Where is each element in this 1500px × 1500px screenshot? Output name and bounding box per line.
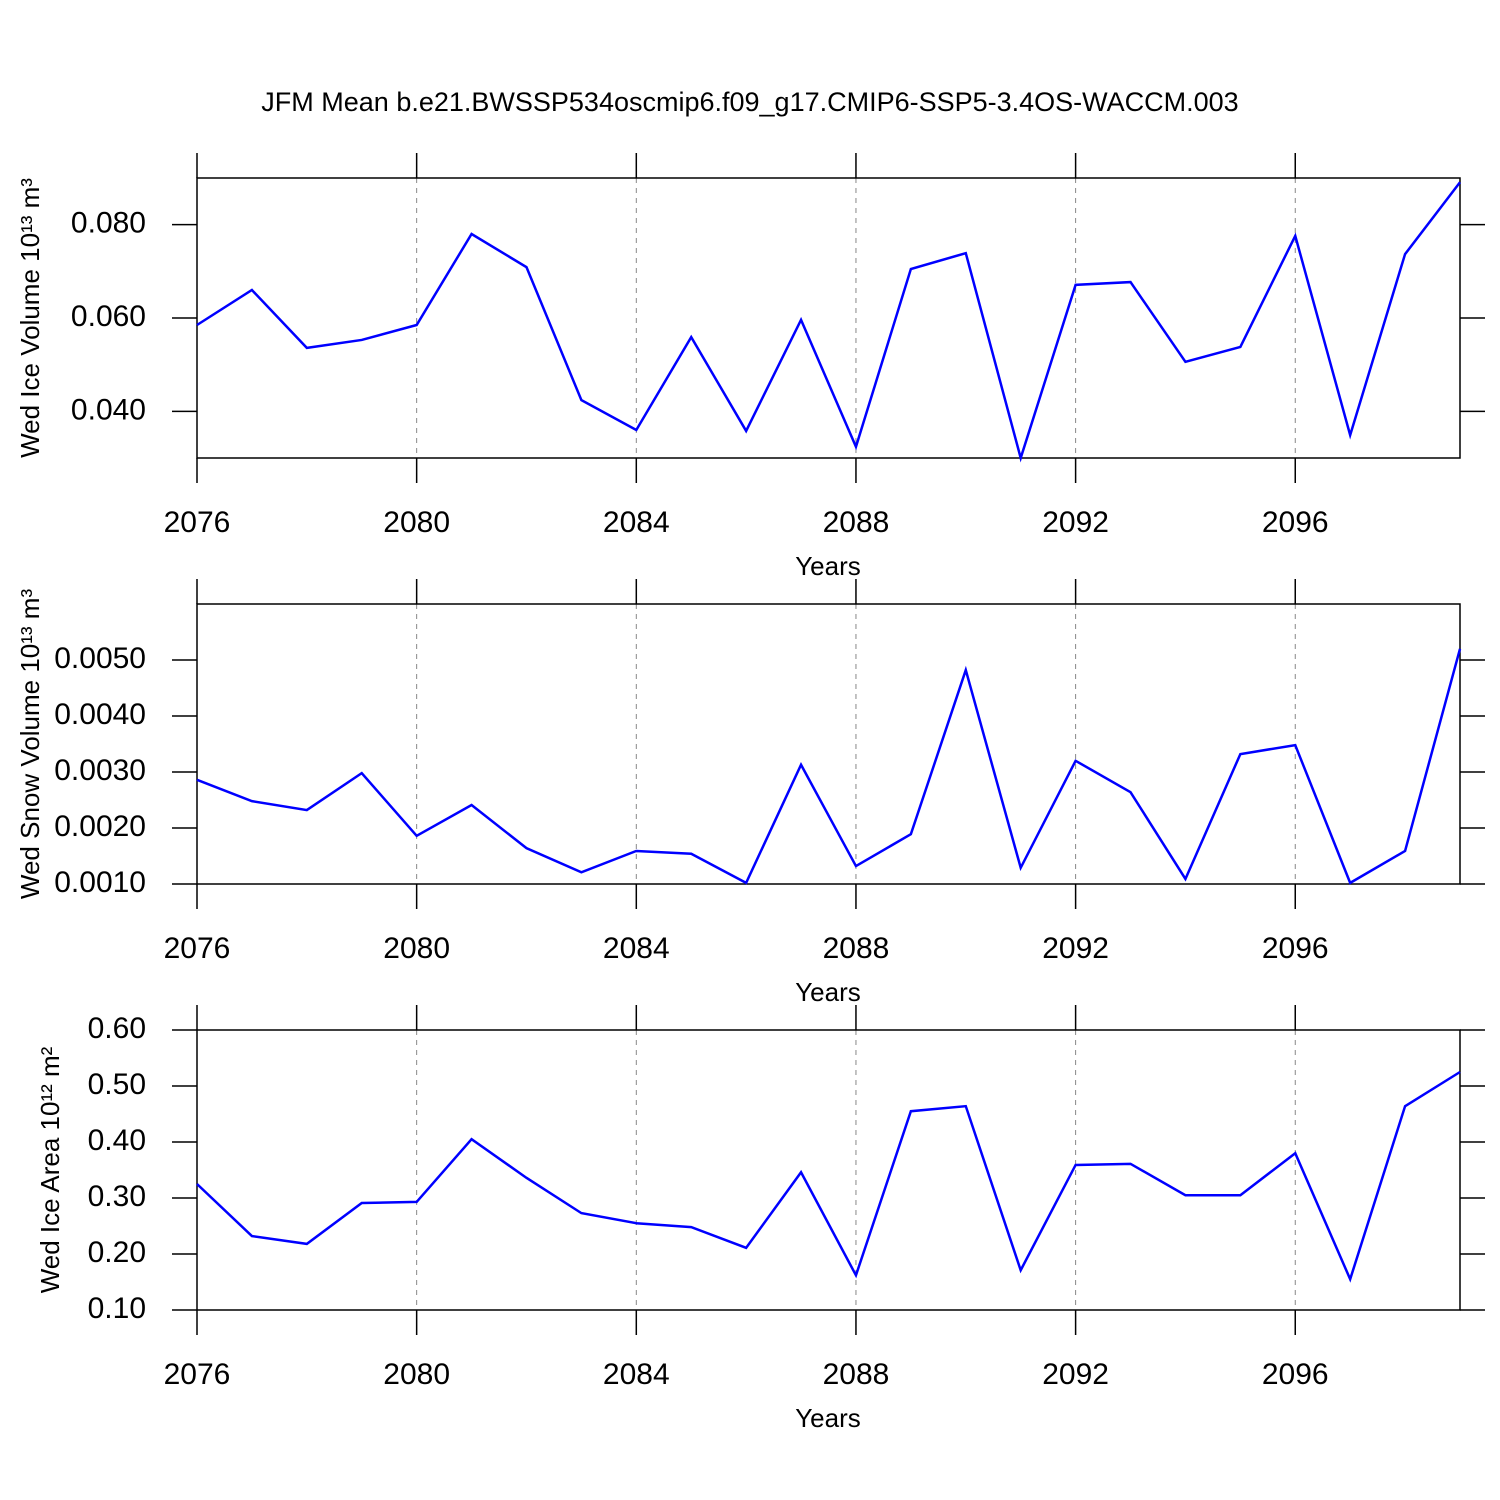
y-tick-label: 0.0040: [54, 698, 146, 731]
y-tick-label: 0.50: [88, 1068, 146, 1101]
x-tick-label: 2092: [1042, 1358, 1109, 1391]
x-axis-label: Years: [795, 551, 861, 581]
plot-frame: [196, 603, 1461, 885]
x-axis-label: Years: [795, 1403, 861, 1433]
y-tick-label: 0.0010: [54, 866, 146, 899]
y-tick-label: 0.0030: [54, 754, 146, 787]
y-tick-label: 0.40: [88, 1124, 146, 1157]
x-tick-label: 2096: [1262, 1358, 1329, 1391]
x-tick-label: 2080: [383, 1358, 450, 1391]
x-tick-label: 2092: [1042, 506, 1109, 539]
y-tick-label: 0.10: [88, 1292, 146, 1325]
y-axis-label: Wed Ice Volume 10¹³ m³: [15, 178, 45, 458]
y-tick-label: 0.20: [88, 1236, 146, 1269]
x-tick-label: 2088: [823, 506, 890, 539]
x-tick-label: 2080: [383, 506, 450, 539]
figure-title: JFM Mean b.e21.BWSSP534oscmip6.f09_g17.C…: [261, 87, 1238, 117]
x-tick-label: 2076: [164, 1358, 231, 1391]
x-tick-label: 2096: [1262, 506, 1329, 539]
plot-frame: [196, 177, 1461, 459]
x-tick-label: 2084: [603, 506, 670, 539]
x-tick-label: 2096: [1262, 932, 1329, 965]
panel: 2076 2080 2084 2088 2092 2096 0.0010 0.0020 0.00…: [15, 579, 1485, 1007]
data-line: [196, 181, 1461, 463]
y-tick-label: 0.060: [71, 300, 146, 333]
x-tick-label: 2084: [603, 932, 670, 965]
x-tick-label: 2080: [383, 932, 450, 965]
y-axis-label: Wed Ice Area 10¹² m²: [35, 1046, 65, 1293]
x-tick-label: 2092: [1042, 932, 1109, 965]
y-tick-label: 0.0050: [54, 642, 146, 675]
y-tick-label: 0.0020: [54, 810, 146, 843]
x-axis-label: Years: [795, 977, 861, 1007]
x-tick-label: 2088: [823, 932, 890, 965]
y-tick-label: 0.60: [88, 1012, 146, 1045]
plot-frame: [196, 1029, 1461, 1311]
x-tick-label: 2088: [823, 1358, 890, 1391]
panel: 2076 2080 2084 2088 2092 2096 0.040 0.060 0.080 Y…: [15, 153, 1485, 581]
panel: 2076 2080 2084 2088 2092 2096 0.10 0.20 0.30 0.40…: [35, 1005, 1485, 1433]
x-tick-label: 2084: [603, 1358, 670, 1391]
y-tick-label: 0.080: [71, 207, 146, 240]
y-tick-label: 0.30: [88, 1180, 146, 1213]
x-tick-label: 2076: [164, 506, 231, 539]
data-line: [196, 1070, 1461, 1283]
x-tick-label: 2076: [164, 932, 231, 965]
y-tick-label: 0.040: [71, 393, 146, 426]
data-line: [196, 648, 1462, 885]
y-axis-label: Wed Snow Volume 10¹³ m³: [15, 589, 45, 900]
